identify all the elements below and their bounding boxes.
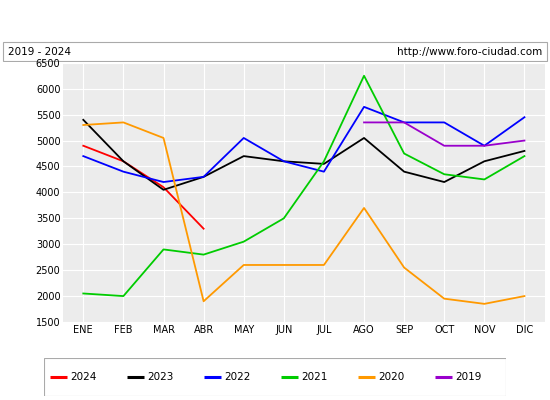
Text: 2023: 2023	[147, 372, 174, 382]
Text: 2019 - 2024: 2019 - 2024	[8, 47, 72, 57]
Text: Evolucion Nº Turistas Nacionales en el municipio de Granadilla de Abona: Evolucion Nº Turistas Nacionales en el m…	[13, 14, 537, 28]
Text: http://www.foro-ciudad.com: http://www.foro-ciudad.com	[397, 47, 542, 57]
Text: 2021: 2021	[301, 372, 328, 382]
Text: 2020: 2020	[378, 372, 404, 382]
Text: 2024: 2024	[70, 372, 97, 382]
Text: 2022: 2022	[224, 372, 251, 382]
Text: 2019: 2019	[455, 372, 482, 382]
